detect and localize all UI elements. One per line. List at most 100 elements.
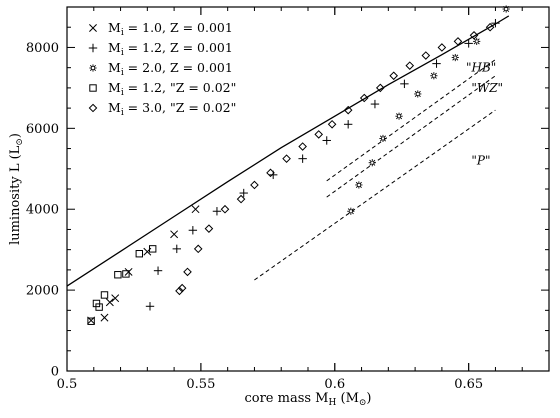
model-curves bbox=[66, 15, 510, 287]
plus-marker bbox=[464, 39, 473, 48]
axis-ticks: 0.5 0.55 0.6 0.65 0 2000 4000 6000 8000 bbox=[26, 6, 549, 392]
diamond-marker bbox=[204, 224, 214, 233]
star-marker bbox=[89, 64, 97, 72]
star-marker bbox=[368, 159, 376, 167]
cross-marker bbox=[89, 24, 97, 32]
y-tick-label: 4000 bbox=[26, 203, 59, 218]
plus-marker bbox=[343, 120, 353, 129]
diamond-marker bbox=[437, 43, 447, 52]
legend-item: Mi = 2.0, Z = 0.001 bbox=[89, 60, 233, 78]
diamond-marker bbox=[266, 168, 275, 178]
plus-marker bbox=[212, 207, 222, 216]
y-tick-label: 0 bbox=[51, 365, 59, 380]
plus-marker bbox=[298, 154, 307, 163]
diamond-marker bbox=[193, 244, 203, 254]
diamond-marker bbox=[314, 130, 324, 139]
square-marker bbox=[122, 270, 130, 278]
plus-marker bbox=[153, 266, 163, 275]
star-marker bbox=[395, 112, 403, 120]
plus-marker bbox=[172, 244, 181, 254]
star-marker bbox=[430, 72, 438, 80]
legend-label: Mi = 3.0, "Z = 0.02" bbox=[108, 100, 236, 118]
star-marker bbox=[355, 181, 363, 189]
plus-marker bbox=[370, 99, 380, 109]
x-tick-label: 0.55 bbox=[186, 377, 215, 392]
legend-label: Mi = 1.0, Z = 0.001 bbox=[108, 20, 233, 38]
diamond-marker bbox=[405, 61, 415, 70]
diamond-marker bbox=[421, 51, 431, 60]
diamond-marker bbox=[175, 286, 184, 296]
diamond-marker bbox=[389, 71, 398, 81]
y-tick-label: 2000 bbox=[26, 284, 59, 299]
square-marker bbox=[87, 317, 95, 325]
square-marker bbox=[114, 271, 122, 279]
star-marker bbox=[414, 90, 422, 98]
legend-label: Mi = 1.2, "Z = 0.02" bbox=[108, 80, 236, 98]
cross-marker bbox=[191, 205, 200, 214]
diamond-marker bbox=[453, 37, 463, 46]
square-marker bbox=[135, 250, 144, 258]
plus-marker bbox=[491, 18, 500, 28]
plus-marker bbox=[400, 79, 409, 89]
cross-marker bbox=[100, 313, 109, 322]
diamond-marker bbox=[375, 83, 385, 93]
star-marker bbox=[379, 134, 387, 143]
curve-annotations: "HB" "WZ" "P" bbox=[466, 61, 503, 168]
star-marker bbox=[502, 5, 510, 13]
x-axis-label: core mass MH (M⊙) bbox=[244, 391, 371, 408]
y-tick-label: 8000 bbox=[26, 41, 59, 56]
core-mass-luminosity-curve bbox=[66, 15, 510, 287]
square-marker bbox=[89, 84, 97, 92]
diamond-marker bbox=[327, 119, 337, 129]
star-marker bbox=[473, 37, 481, 45]
x-tick-label: 0.6 bbox=[324, 377, 345, 392]
diamond-marker bbox=[236, 194, 246, 204]
legend-item: Mi = 3.0, "Z = 0.02" bbox=[88, 100, 236, 118]
dashed-relation-line bbox=[326, 59, 496, 182]
legend-label: Mi = 1.2, Z = 0.001 bbox=[108, 40, 233, 58]
plus-marker bbox=[322, 136, 331, 145]
curve-label: "WZ" bbox=[471, 81, 503, 95]
data-points bbox=[87, 5, 510, 325]
diamond-marker bbox=[485, 22, 495, 32]
legend: Mi = 1.0, Z = 0.001 Mi = 1.2, Z = 0.001 Mi… bbox=[88, 20, 236, 118]
dashed-relation-line bbox=[326, 75, 496, 198]
diamond-marker bbox=[88, 103, 98, 113]
star-marker bbox=[347, 207, 355, 215]
diamond-marker bbox=[250, 180, 259, 190]
curve-label: "HB" bbox=[466, 61, 496, 75]
cross-marker bbox=[111, 294, 120, 303]
diamond-marker bbox=[177, 283, 187, 293]
square-marker bbox=[95, 303, 103, 311]
legend-label: Mi = 2.0, Z = 0.001 bbox=[108, 60, 233, 78]
plus-marker bbox=[88, 43, 98, 53]
star-marker bbox=[451, 53, 459, 62]
diamond-marker bbox=[298, 142, 307, 151]
cross-marker bbox=[170, 230, 179, 239]
diamond-marker bbox=[469, 31, 479, 40]
x-tick-label: 0.5 bbox=[57, 377, 78, 392]
plus-marker bbox=[188, 226, 198, 235]
square-marker bbox=[148, 245, 157, 253]
diamond-marker bbox=[183, 267, 192, 277]
diamond-marker bbox=[343, 105, 353, 115]
square-marker bbox=[100, 291, 109, 299]
y-axis-label: luminosity L (L⊙) bbox=[8, 133, 25, 245]
x-tick-label: 0.65 bbox=[454, 377, 483, 392]
y-tick-label: 6000 bbox=[26, 122, 59, 137]
dashed-relation-line bbox=[254, 109, 496, 281]
plus-marker bbox=[432, 59, 441, 68]
curve-label: "P" bbox=[471, 154, 490, 168]
diamond-marker bbox=[282, 154, 291, 163]
plus-marker bbox=[145, 302, 155, 311]
plus-marker bbox=[239, 188, 248, 198]
legend-item: Mi = 1.0, Z = 0.001 bbox=[89, 20, 233, 38]
diamond-marker bbox=[359, 93, 369, 103]
axis-labels: core mass MH (M⊙) luminosity L (L⊙) bbox=[8, 133, 372, 408]
cross-marker bbox=[105, 298, 114, 307]
cross-marker bbox=[124, 267, 133, 276]
diamond-marker bbox=[220, 204, 230, 214]
legend-item: Mi = 1.2, "Z = 0.02" bbox=[89, 80, 236, 98]
legend-item: Mi = 1.2, Z = 0.001 bbox=[88, 40, 233, 58]
